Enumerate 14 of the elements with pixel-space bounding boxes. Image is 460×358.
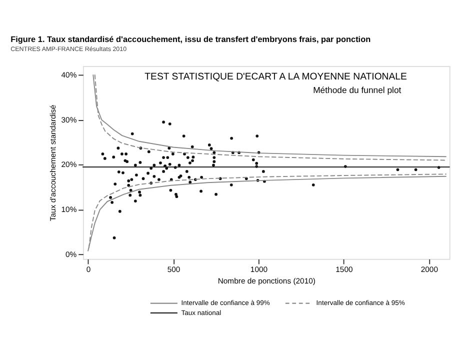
y-tick-label: 30% — [61, 115, 77, 124]
y-tick-label: 0% — [66, 250, 77, 259]
y-tick-label: 40% — [61, 70, 77, 80]
y-tick-label: 10% — [61, 204, 77, 214]
annotation: Méthode du funnel plot — [313, 85, 402, 96]
annotation: TEST STATISTIQUE D'ECART A LA MOYENNE NATIONALE — [144, 72, 407, 83]
x-tick-label: 0 — [86, 264, 91, 274]
y-tick-label: 20% — [61, 160, 77, 170]
x-tick-label: 1000 — [250, 264, 268, 274]
x-axis-title: Nombre de ponctions (2010) — [218, 276, 316, 286]
x-tick-label: 2000 — [420, 264, 438, 274]
x-tick-label: 500 — [167, 264, 180, 274]
y-axis-title: Taux d'accouchement standardisé — [48, 104, 58, 222]
x-tick-label: 1500 — [336, 264, 353, 274]
